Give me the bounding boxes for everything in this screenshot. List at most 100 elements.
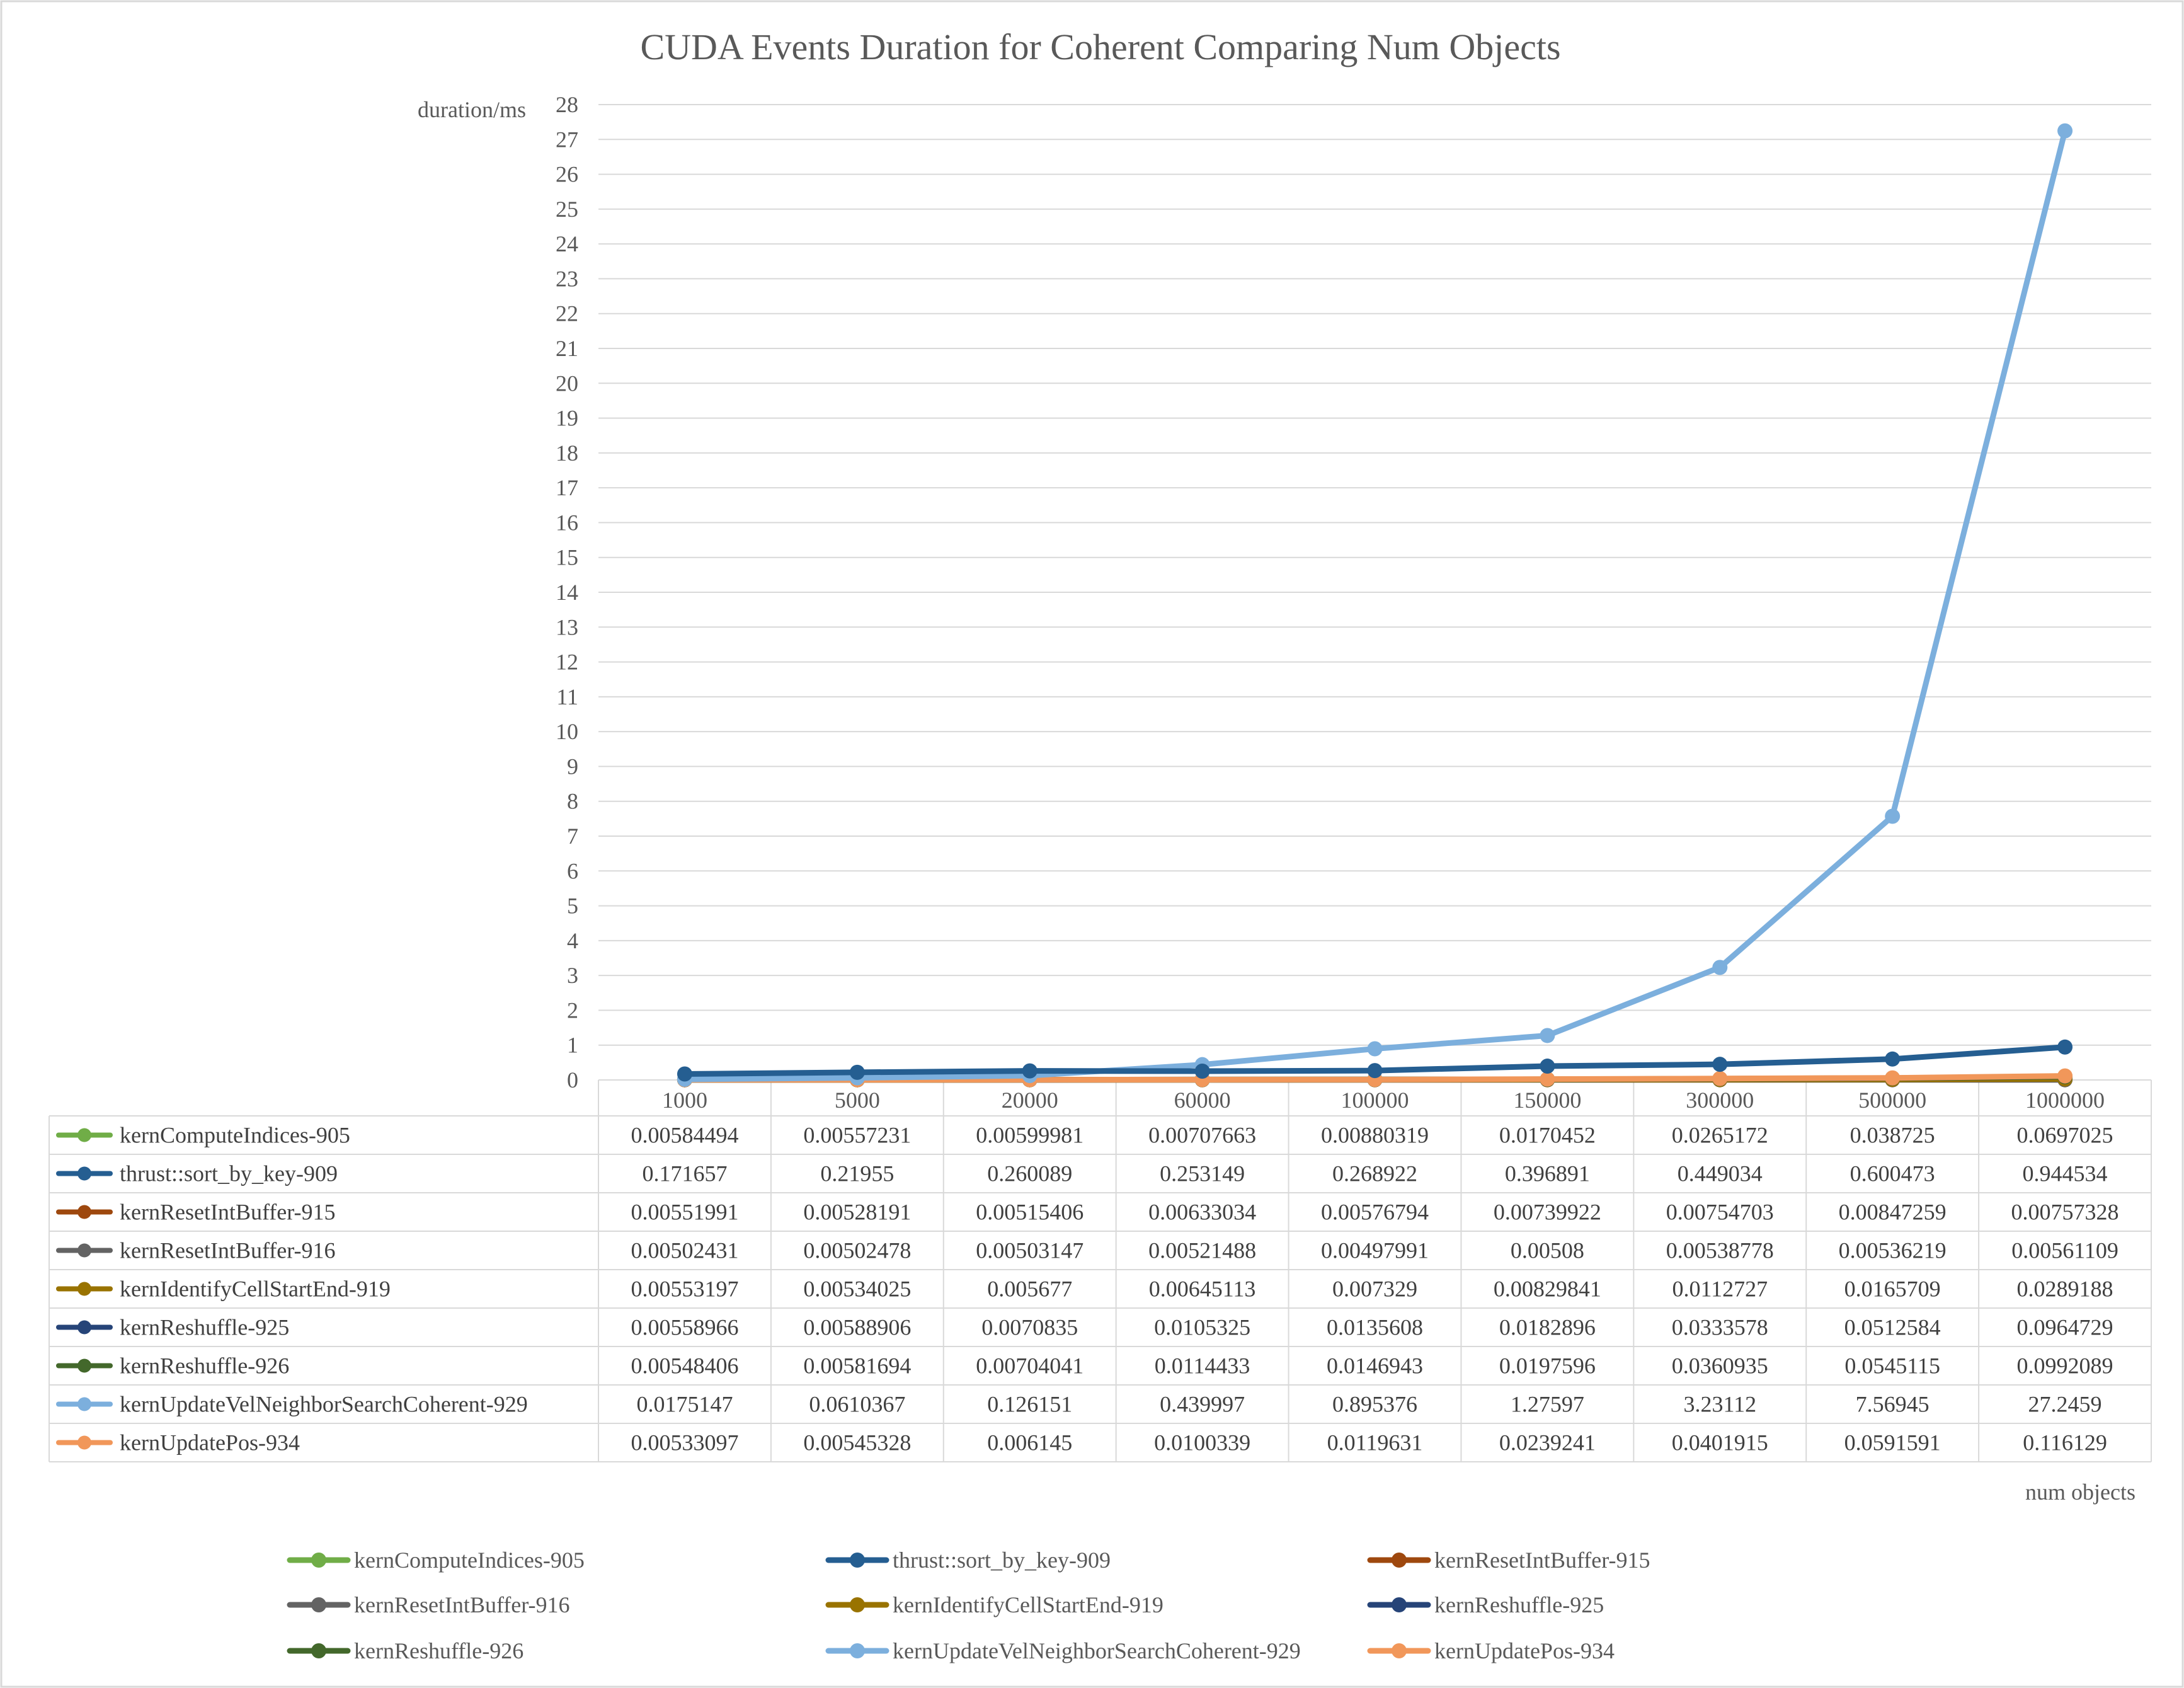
table-cell-value: 0.253149 (1160, 1161, 1245, 1186)
y-tick-label: 16 (556, 510, 578, 535)
legend-item-label: kernReshuffle-926 (354, 1638, 523, 1663)
table-cell-value: 0.260089 (987, 1161, 1072, 1186)
legend-key-marker (1392, 1597, 1407, 1612)
y-tick-label: 0 (567, 1067, 578, 1093)
table-cell-value: 0.00536219 (1839, 1238, 1947, 1263)
table-cell-value: 0.0591591 (1844, 1430, 1941, 1455)
table-cell-value: 0.00502431 (631, 1238, 738, 1263)
table-cell-value: 7.56945 (1856, 1392, 1930, 1417)
table-series-label: kernResetIntBuffer-916 (120, 1238, 336, 1263)
table-cell-value: 0.00502478 (803, 1238, 911, 1263)
y-tick-label: 19 (556, 406, 578, 431)
data-point (1540, 1028, 1555, 1043)
table-cell-value: 0.0182896 (1499, 1315, 1596, 1340)
table-cell-value: 0.00581694 (803, 1353, 911, 1379)
y-tick-label: 25 (556, 197, 578, 222)
table-legend-key-marker (77, 1320, 91, 1335)
table-cell-value: 0.00754703 (1666, 1200, 1774, 1225)
table-cell-value: 0.00528191 (803, 1200, 911, 1225)
table-cell-value: 0.0105325 (1154, 1315, 1250, 1340)
legend-key-marker (850, 1597, 865, 1612)
table-legend-key-marker (77, 1358, 91, 1373)
table-cell-value: 0.944534 (2023, 1161, 2108, 1186)
table-cell-value: 0.00534025 (803, 1277, 911, 1302)
table-cell-value: 0.0610367 (809, 1392, 905, 1417)
data-point (677, 1066, 692, 1082)
y-tick-label: 3 (567, 963, 578, 988)
table-cell-value: 0.0119631 (1327, 1430, 1423, 1455)
x-category-label: 300000 (1686, 1088, 1754, 1113)
y-tick-label: 27 (556, 127, 578, 152)
legend-key-marker (1392, 1643, 1407, 1658)
x-category-label: 5000 (835, 1088, 880, 1113)
y-tick-label: 11 (556, 684, 578, 709)
table-cell-value: 0.0114433 (1155, 1353, 1250, 1379)
table-cell-value: 0.268922 (1332, 1161, 1417, 1186)
y-tick-label: 17 (556, 475, 578, 500)
table-cell-value: 0.00521488 (1148, 1238, 1256, 1263)
table-cell-value: 0.0265172 (1672, 1123, 1768, 1148)
table-legend-key-marker (77, 1397, 91, 1411)
x-category-label: 1000 (662, 1088, 707, 1113)
y-tick-label: 5 (567, 893, 578, 919)
y-tick-label: 24 (556, 231, 578, 256)
table-cell-value: 0.00497991 (1321, 1238, 1429, 1263)
table-cell-value: 0.00548406 (631, 1353, 738, 1379)
legend-key-marker (311, 1553, 326, 1568)
data-point (1712, 1057, 1728, 1072)
data-point (1540, 1059, 1555, 1074)
y-tick-label: 9 (567, 754, 578, 779)
table-cell-value: 3.23112 (1683, 1392, 1756, 1417)
table-cell-value: 0.449034 (1678, 1161, 1763, 1186)
legend-item-label: kernReshuffle-925 (1434, 1592, 1604, 1617)
table-cell-value: 0.00847259 (1839, 1200, 1947, 1225)
y-tick-label: 6 (567, 858, 578, 883)
data-point (1712, 960, 1728, 975)
data-table: 1000 5000 20000 60000 100000 150000 300000 5000… (49, 1080, 2152, 1462)
table-cell-value: 0.0070835 (981, 1315, 1078, 1340)
legend-key-marker (311, 1597, 326, 1612)
y-tick-label: 21 (556, 336, 578, 361)
table-cell-value: 1.27597 (1511, 1392, 1584, 1417)
table-cell-value: 0.0175147 (636, 1392, 733, 1417)
x-category-label: 1000000 (2025, 1088, 2105, 1113)
legend-key-marker (850, 1643, 865, 1658)
y-tick-label: 13 (556, 614, 578, 640)
table-cell-value: 0.00561109 (2011, 1238, 2118, 1263)
table-cell-value: 0.00739922 (1494, 1200, 1601, 1225)
table-legend-key-marker (77, 1205, 91, 1219)
legend-item-label: kernUpdateVelNeighborSearchCoherent-929 (893, 1638, 1301, 1663)
table-cell-value: 0.0992089 (2017, 1353, 2113, 1379)
table-legend-key-marker (77, 1166, 91, 1181)
table-cell-value: 0.396891 (1505, 1161, 1590, 1186)
table-cell-value: 0.00508 (1511, 1238, 1584, 1263)
table-cell-value: 0.0146943 (1327, 1353, 1423, 1379)
table-cell-value: 0.0112727 (1672, 1277, 1768, 1302)
x-category-label: 60000 (1174, 1088, 1231, 1113)
table-cell-value: 0.0545115 (1844, 1353, 1940, 1379)
table-cell-value: 0.00633034 (1148, 1200, 1256, 1225)
legend-key-marker (850, 1553, 865, 1568)
table-cell-value: 0.00599981 (976, 1123, 1083, 1148)
legend-item-label: kernComputeIndices-905 (354, 1547, 585, 1573)
table-cell-value: 0.00533097 (631, 1430, 738, 1455)
table-cell-value: 0.0239241 (1499, 1430, 1596, 1455)
x-category-label: 150000 (1513, 1088, 1581, 1113)
x-axis-label: num objects (2025, 1479, 2135, 1505)
data-point (1022, 1063, 1038, 1079)
data-point (2057, 1039, 2073, 1055)
table-cell-value: 0.0401915 (1672, 1430, 1768, 1455)
x-category-label: 20000 (1002, 1088, 1058, 1113)
y-axis-label: duration/ms (418, 97, 526, 122)
table-cell-value: 0.116129 (2023, 1430, 2107, 1455)
table-cell-value: 0.0289188 (2017, 1277, 2113, 1302)
table-series-label: kernUpdatePos-934 (120, 1430, 300, 1455)
table-series-label: kernIdentifyCellStartEnd-919 (120, 1277, 391, 1302)
table-cell-value: 0.0165709 (1844, 1277, 1941, 1302)
table-series-label: kernResetIntBuffer-915 (120, 1200, 336, 1225)
y-tick-label: 2 (567, 997, 578, 1023)
table-cell-value: 0.126151 (987, 1392, 1072, 1417)
